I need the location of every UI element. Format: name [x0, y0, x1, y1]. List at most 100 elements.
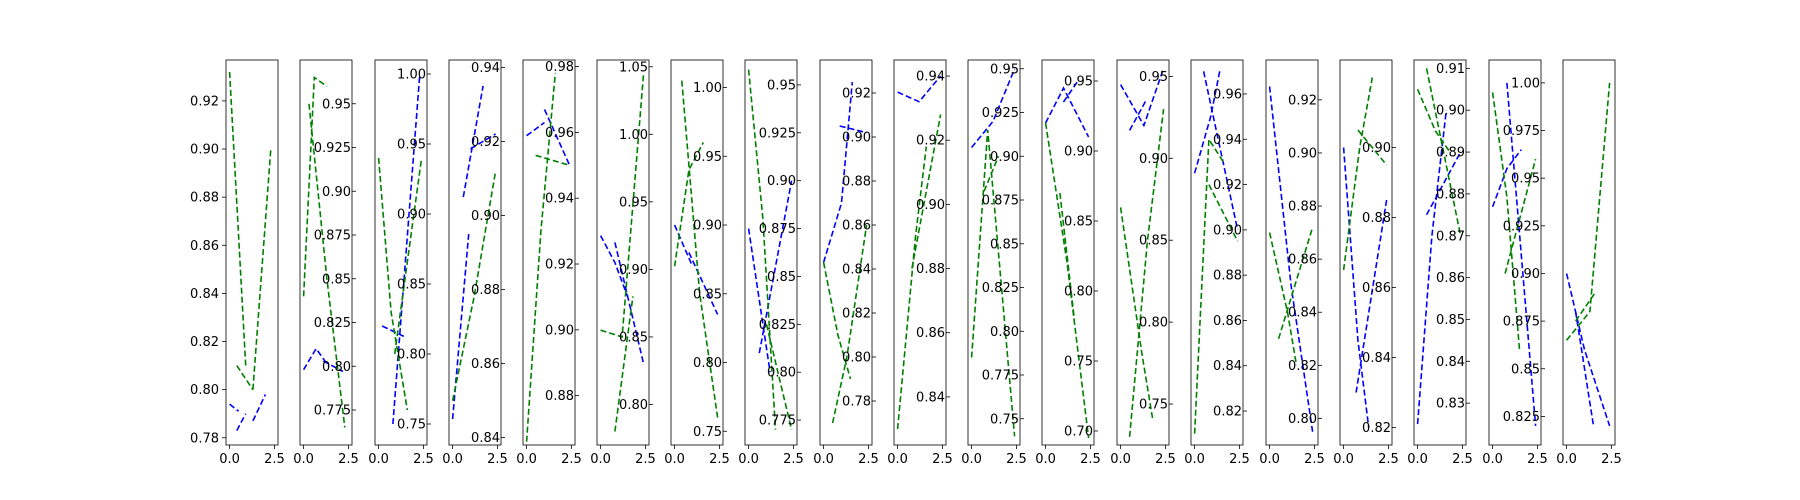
y-tick-label: 0.84: [842, 263, 871, 278]
y-tick-label: 0.90: [693, 219, 722, 234]
series-line-blue: [614, 242, 645, 365]
panel-8: 0.0 2.5 0.775 0.80 0.825 0.85 0.875 0.90 0.925 0.…: [738, 59, 804, 467]
series-line-blue: [747, 228, 771, 373]
series-line-blue: [1574, 311, 1595, 427]
y-tick-label: 1.00: [397, 68, 426, 83]
y-tick-label: 0.90: [990, 150, 1019, 165]
y-tick-label: 0.80: [693, 356, 722, 371]
y-tick-label: 0.85: [693, 287, 722, 302]
y-tick-label: 0.95: [767, 78, 796, 93]
series-line-green: [1044, 122, 1090, 439]
y-tick-label: 0.86: [190, 239, 219, 254]
x-tick-label: 2.5: [561, 452, 582, 467]
series-line-blue: [1342, 147, 1370, 428]
axes-frame: [225, 59, 279, 446]
y-tick-label: 0.90: [619, 263, 648, 278]
y-tick-label: 0.80: [767, 366, 796, 381]
series-line-blue: [470, 133, 497, 150]
x-tick-label: 2.5: [1452, 452, 1473, 467]
series-line-blue: [236, 413, 247, 431]
panel-17: 0.0 2.5 0.83 0.84 0.85 0.86 0.87 0.88 0.89 0.90 0.…: [1407, 59, 1473, 467]
y-tick-label: 0.875: [314, 229, 351, 244]
x-tick-label: 0.0: [961, 452, 982, 467]
series-line-green: [393, 157, 423, 355]
x-tick-label: 0.0: [516, 452, 537, 467]
x-tick-label: 2.5: [783, 452, 804, 467]
y-tick-label: 1.00: [1511, 76, 1540, 91]
series-line-green: [1416, 88, 1451, 153]
panel-7: 0.0 2.5 0.75 0.80 0.85 0.90 0.95 1.00: [664, 59, 730, 467]
x-tick-label: 2.5: [1527, 452, 1548, 467]
y-tick-label: 0.90: [916, 198, 945, 213]
y-tick-label: 0.925: [1503, 219, 1540, 234]
y-tick-label: 0.90: [1064, 145, 1093, 160]
series-line-blue: [229, 403, 240, 412]
y-tick-label: 0.825: [314, 316, 351, 331]
y-tick-label: 0.84: [1213, 359, 1242, 374]
x-tick-label: 2.5: [1155, 452, 1176, 467]
y-tick-label: 0.96: [1213, 87, 1242, 102]
series-line-green: [1504, 158, 1537, 274]
panel-16: 0.0 2.5 0.82 0.84 0.86 0.88 0.90: [1333, 59, 1399, 467]
y-tick-label: 0.84: [190, 287, 219, 302]
y-tick-label: 0.80: [1064, 285, 1093, 300]
y-tick-label: 0.875: [982, 194, 1019, 209]
series-line-green: [673, 142, 705, 267]
y-tick-label: 0.82: [190, 335, 219, 350]
y-tick-label: 0.98: [545, 60, 574, 75]
y-tick-label: 0.85: [767, 270, 796, 285]
y-tick-label: 0.85: [990, 237, 1019, 252]
x-tick-label: 0.0: [1482, 452, 1503, 467]
y-tick-label: 0.75: [1064, 355, 1093, 370]
series-line-green: [1342, 77, 1374, 271]
series-line-green: [1357, 129, 1388, 166]
y-tick-label: 0.88: [916, 262, 945, 277]
series-line-green: [451, 170, 497, 401]
axes-frame: [819, 59, 873, 446]
y-tick-label: 0.88: [190, 191, 219, 206]
series-line-green: [747, 69, 777, 430]
y-tick-label: 0.775: [314, 404, 351, 419]
axes-frame: [1190, 59, 1244, 446]
axes-frame: [1413, 59, 1467, 446]
y-tick-label: 0.84: [1436, 355, 1465, 370]
x-tick-label: 0.0: [1333, 452, 1354, 467]
x-tick-label: 2.5: [1080, 452, 1101, 467]
y-tick-label: 0.83: [1436, 397, 1465, 412]
y-tick-label: 0.85: [1064, 215, 1093, 230]
y-tick-label: 0.90: [1511, 267, 1540, 282]
y-tick-label: 0.90: [322, 185, 351, 200]
y-tick-label: 0.80: [842, 351, 871, 366]
axes-frame: [299, 59, 353, 446]
x-tick-label: 2.5: [1229, 452, 1250, 467]
y-tick-label: 0.85: [1436, 313, 1465, 328]
x-tick-label: 0.0: [590, 452, 611, 467]
y-tick-label: 0.91: [1436, 62, 1465, 77]
y-tick-label: 0.90: [1288, 146, 1317, 161]
y-tick-label: 0.95: [990, 62, 1019, 77]
series-line-green: [681, 80, 719, 418]
y-tick-label: 0.825: [759, 318, 796, 333]
y-tick-label: 0.88: [471, 283, 500, 298]
x-tick-label: 2.5: [338, 452, 359, 467]
series-line-green: [302, 76, 328, 297]
y-tick-label: 0.825: [1503, 410, 1540, 425]
series-line-blue: [688, 252, 719, 315]
y-tick-label: 0.88: [1362, 211, 1391, 226]
panel-15: 0.0 2.5 0.80 0.82 0.84 0.86 0.88 0.90 0.92: [1259, 59, 1325, 467]
panel-13: 0.0 2.5 0.75 0.80 0.85 0.90 0.95: [1110, 59, 1176, 467]
panel-10: 0.0 2.5 0.84 0.86 0.88 0.90 0.92 0.94: [887, 59, 953, 467]
x-tick-label: 0.0: [1407, 452, 1428, 467]
y-tick-label: 0.90: [1139, 152, 1168, 167]
x-tick-label: 2.5: [635, 452, 656, 467]
y-tick-label: 0.825: [982, 281, 1019, 296]
x-tick-label: 0.0: [738, 452, 759, 467]
series-line-blue: [897, 75, 942, 103]
series-line-blue: [392, 73, 421, 425]
y-tick-label: 0.88: [545, 389, 574, 404]
y-tick-label: 0.92: [1288, 93, 1317, 108]
x-tick-label: 2.5: [1304, 452, 1325, 467]
y-tick-label: 0.95: [322, 97, 351, 112]
y-tick-label: 0.80: [322, 360, 351, 375]
panel-14: 0.0 2.5 0.82 0.84 0.86 0.88 0.90 0.92 0.94 0.96: [1184, 59, 1250, 467]
